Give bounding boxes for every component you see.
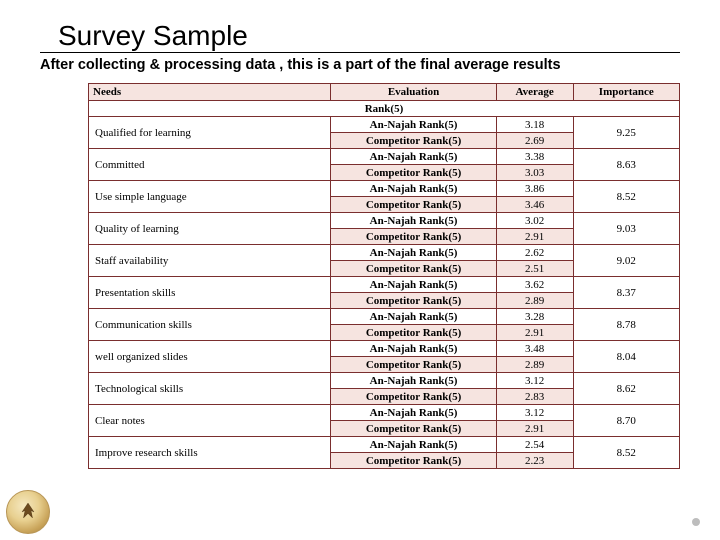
evaluation-cell: Competitor Rank(5) [331, 133, 496, 149]
table-row: Improve research skillsAn-Najah Rank(5)2… [89, 437, 680, 453]
average-cell: 3.02 [496, 213, 573, 229]
evaluation-cell: An-Najah Rank(5) [331, 149, 496, 165]
evaluation-cell: Competitor Rank(5) [331, 325, 496, 341]
average-cell: 2.83 [496, 389, 573, 405]
needs-cell: Staff availability [89, 245, 331, 277]
average-cell: 2.23 [496, 453, 573, 469]
needs-cell: Committed [89, 149, 331, 181]
average-cell: 3.12 [496, 373, 573, 389]
average-cell: 3.86 [496, 181, 573, 197]
average-cell: 3.28 [496, 309, 573, 325]
eagle-icon [13, 497, 43, 527]
page-indicator-icon [692, 518, 700, 526]
average-cell: 3.38 [496, 149, 573, 165]
evaluation-cell: An-Najah Rank(5) [331, 277, 496, 293]
evaluation-cell: Competitor Rank(5) [331, 197, 496, 213]
importance-cell: 8.62 [573, 373, 679, 405]
average-cell: 3.18 [496, 117, 573, 133]
importance-cell: 8.70 [573, 405, 679, 437]
evaluation-cell: An-Najah Rank(5) [331, 309, 496, 325]
importance-cell: 8.78 [573, 309, 679, 341]
average-cell: 2.89 [496, 357, 573, 373]
evaluation-cell: An-Najah Rank(5) [331, 213, 496, 229]
average-cell: 2.91 [496, 421, 573, 437]
table-row: Clear notesAn-Najah Rank(5)3.128.70 [89, 405, 680, 421]
evaluation-cell: Competitor Rank(5) [331, 421, 496, 437]
importance-cell: 8.37 [573, 277, 679, 309]
needs-cell: Qualified for learning [89, 117, 331, 149]
rank-row: Rank(5) [89, 101, 680, 117]
average-cell: 2.89 [496, 293, 573, 309]
evaluation-cell: An-Najah Rank(5) [331, 245, 496, 261]
needs-cell: Technological skills [89, 373, 331, 405]
importance-cell: 8.63 [573, 149, 679, 181]
evaluation-cell: An-Najah Rank(5) [331, 373, 496, 389]
average-cell: 3.48 [496, 341, 573, 357]
average-cell: 3.62 [496, 277, 573, 293]
importance-cell: 8.04 [573, 341, 679, 373]
average-cell: 3.46 [496, 197, 573, 213]
rank-label: Rank(5) [89, 101, 680, 117]
header-needs: Needs [89, 84, 331, 101]
importance-cell: 9.02 [573, 245, 679, 277]
table-row: Use simple languageAn-Najah Rank(5)3.868… [89, 181, 680, 197]
table-row: Technological skillsAn-Najah Rank(5)3.12… [89, 373, 680, 389]
results-table: Needs Evaluation Average Importance Rank… [88, 83, 680, 469]
table-row: Communication skillsAn-Najah Rank(5)3.28… [89, 309, 680, 325]
table-row: Staff availabilityAn-Najah Rank(5)2.629.… [89, 245, 680, 261]
table-header-row: Needs Evaluation Average Importance [89, 84, 680, 101]
average-cell: 2.69 [496, 133, 573, 149]
needs-cell: well organized slides [89, 341, 331, 373]
needs-cell: Improve research skills [89, 437, 331, 469]
evaluation-cell: Competitor Rank(5) [331, 453, 496, 469]
average-cell: 3.03 [496, 165, 573, 181]
header-evaluation: Evaluation [331, 84, 496, 101]
institution-logo [6, 490, 50, 534]
average-cell: 2.91 [496, 325, 573, 341]
needs-cell: Clear notes [89, 405, 331, 437]
results-table-container: Needs Evaluation Average Importance Rank… [88, 83, 680, 469]
needs-cell: Quality of learning [89, 213, 331, 245]
needs-cell: Communication skills [89, 309, 331, 341]
evaluation-cell: Competitor Rank(5) [331, 261, 496, 277]
importance-cell: 8.52 [573, 437, 679, 469]
table-row: Presentation skillsAn-Najah Rank(5)3.628… [89, 277, 680, 293]
evaluation-cell: An-Najah Rank(5) [331, 181, 496, 197]
importance-cell: 9.25 [573, 117, 679, 149]
slide-title: Survey Sample [40, 20, 680, 53]
average-cell: 2.51 [496, 261, 573, 277]
table-row: Qualified for learningAn-Najah Rank(5)3.… [89, 117, 680, 133]
evaluation-cell: Competitor Rank(5) [331, 389, 496, 405]
importance-cell: 8.52 [573, 181, 679, 213]
slide-subtitle: After collecting & processing data , thi… [40, 57, 680, 73]
evaluation-cell: Competitor Rank(5) [331, 229, 496, 245]
importance-cell: 9.03 [573, 213, 679, 245]
evaluation-cell: An-Najah Rank(5) [331, 405, 496, 421]
needs-cell: Presentation skills [89, 277, 331, 309]
table-row: CommittedAn-Najah Rank(5)3.388.63 [89, 149, 680, 165]
average-cell: 3.12 [496, 405, 573, 421]
table-row: Quality of learningAn-Najah Rank(5)3.029… [89, 213, 680, 229]
evaluation-cell: Competitor Rank(5) [331, 293, 496, 309]
table-body: Rank(5) Qualified for learningAn-Najah R… [89, 101, 680, 469]
header-importance: Importance [573, 84, 679, 101]
average-cell: 2.91 [496, 229, 573, 245]
table-row: well organized slidesAn-Najah Rank(5)3.4… [89, 341, 680, 357]
evaluation-cell: An-Najah Rank(5) [331, 117, 496, 133]
needs-cell: Use simple language [89, 181, 331, 213]
average-cell: 2.62 [496, 245, 573, 261]
evaluation-cell: An-Najah Rank(5) [331, 437, 496, 453]
evaluation-cell: Competitor Rank(5) [331, 357, 496, 373]
header-average: Average [496, 84, 573, 101]
evaluation-cell: Competitor Rank(5) [331, 165, 496, 181]
average-cell: 2.54 [496, 437, 573, 453]
evaluation-cell: An-Najah Rank(5) [331, 341, 496, 357]
